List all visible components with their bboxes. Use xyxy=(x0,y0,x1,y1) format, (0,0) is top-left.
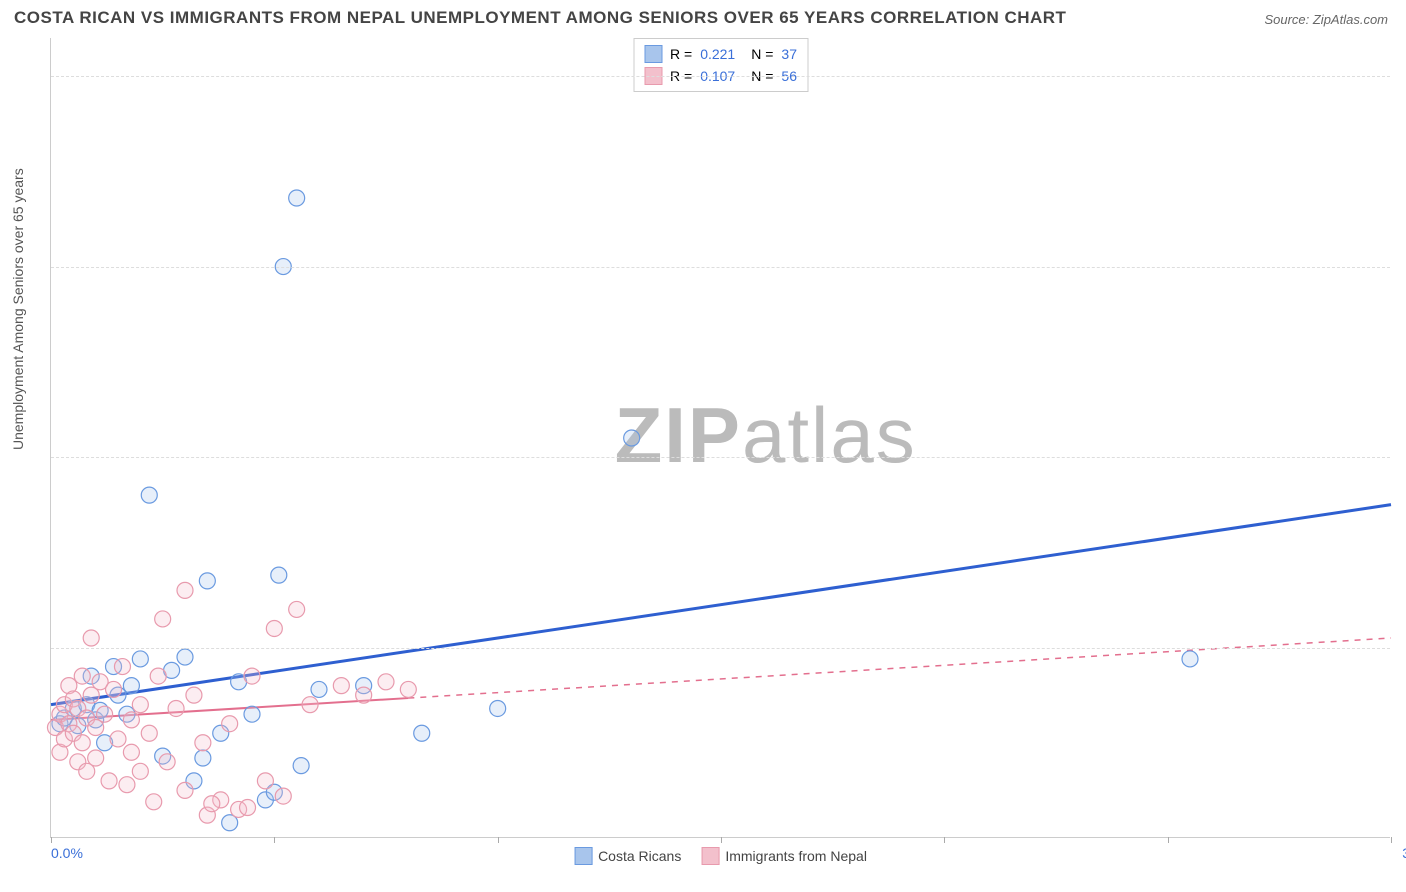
scatter-svg xyxy=(51,38,1390,837)
data-point xyxy=(150,668,166,684)
x-tick xyxy=(51,837,52,843)
legend-label: Costa Ricans xyxy=(598,848,681,864)
data-point xyxy=(97,706,113,722)
data-point xyxy=(74,668,90,684)
x-tick xyxy=(498,837,499,843)
data-point xyxy=(110,731,126,747)
data-point xyxy=(311,681,327,697)
gridline xyxy=(51,648,1390,649)
gridline xyxy=(51,457,1390,458)
data-point xyxy=(222,716,238,732)
data-point xyxy=(155,611,171,627)
data-point xyxy=(266,620,282,636)
data-point xyxy=(74,735,90,751)
data-point xyxy=(199,573,215,589)
data-point xyxy=(146,794,162,810)
data-point xyxy=(106,681,122,697)
data-point xyxy=(378,674,394,690)
data-point xyxy=(240,800,256,816)
gridline xyxy=(51,267,1390,268)
data-point xyxy=(123,712,139,728)
data-point xyxy=(195,735,211,751)
data-point xyxy=(624,430,640,446)
data-point xyxy=(293,758,309,774)
data-point xyxy=(271,567,287,583)
data-point xyxy=(204,796,220,812)
chart-title: COSTA RICAN VS IMMIGRANTS FROM NEPAL UNE… xyxy=(14,8,1066,28)
data-point xyxy=(302,697,318,713)
data-point xyxy=(244,668,260,684)
legend-item: Immigrants from Nepal xyxy=(701,847,867,865)
data-point xyxy=(400,681,416,697)
legend-label: Immigrants from Nepal xyxy=(725,848,867,864)
data-point xyxy=(289,190,305,206)
source-attribution: Source: ZipAtlas.com xyxy=(1264,12,1388,27)
data-point xyxy=(141,725,157,741)
x-tick xyxy=(1391,837,1392,843)
data-point xyxy=(168,700,184,716)
data-point xyxy=(132,697,148,713)
data-point xyxy=(88,750,104,766)
data-point xyxy=(177,649,193,665)
data-point xyxy=(123,678,139,694)
x-tick xyxy=(274,837,275,843)
data-point xyxy=(141,487,157,503)
data-point xyxy=(244,706,260,722)
data-point xyxy=(123,744,139,760)
data-point xyxy=(177,782,193,798)
legend-series: Costa Ricans Immigrants from Nepal xyxy=(574,847,867,865)
data-point xyxy=(275,788,291,804)
data-point xyxy=(83,630,99,646)
legend-swatch xyxy=(574,847,592,865)
x-tick xyxy=(944,837,945,843)
legend-item: Costa Ricans xyxy=(574,847,681,865)
x-tick xyxy=(1168,837,1169,843)
data-point xyxy=(195,750,211,766)
data-point xyxy=(490,700,506,716)
x-tick xyxy=(721,837,722,843)
data-point xyxy=(186,687,202,703)
x-tick-label-max: 30.0% xyxy=(1402,845,1406,861)
data-point xyxy=(289,601,305,617)
data-point xyxy=(1182,651,1198,667)
data-point xyxy=(356,687,372,703)
plot-area: ZIPatlas R =0.221N =37R =0.107N =56 Cost… xyxy=(50,38,1390,838)
data-point xyxy=(257,773,273,789)
data-point xyxy=(333,678,349,694)
data-point xyxy=(119,777,135,793)
y-axis-label: Unemployment Among Seniors over 65 years xyxy=(10,168,26,450)
data-point xyxy=(132,763,148,779)
x-tick-label-min: 0.0% xyxy=(51,845,83,861)
data-point xyxy=(414,725,430,741)
legend-swatch xyxy=(701,847,719,865)
data-point xyxy=(101,773,117,789)
data-point xyxy=(159,754,175,770)
gridline xyxy=(51,76,1390,77)
data-point xyxy=(177,582,193,598)
data-point xyxy=(132,651,148,667)
data-point xyxy=(114,659,130,675)
